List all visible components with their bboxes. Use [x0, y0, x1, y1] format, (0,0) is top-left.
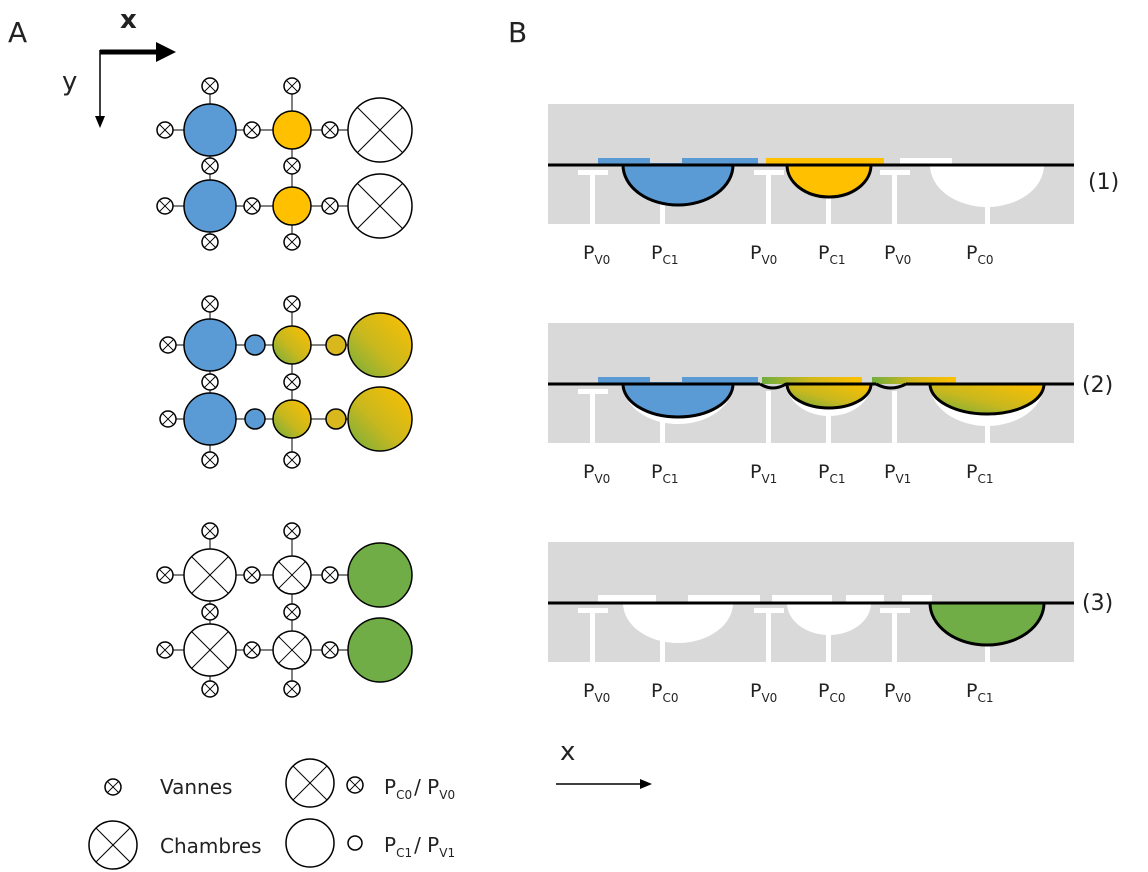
legend-open-label: PC1/ PV1 [384, 833, 455, 860]
valve-icon [243, 566, 261, 584]
pressure-label: PV0 [583, 680, 610, 705]
step-3-label: (3) [1082, 591, 1113, 616]
chamber-2-2-1 [183, 392, 237, 446]
valve-icon [283, 373, 301, 391]
chamber-2-1-3 [347, 312, 413, 378]
axis-x-label: x [120, 5, 137, 35]
valve-icon [321, 566, 339, 584]
valve-icon [156, 566, 174, 584]
legend-closed-valve-icon [346, 776, 364, 794]
axes-arrows [95, 42, 176, 128]
legend-valve-icon [104, 778, 122, 796]
pressure-label: PC1 [651, 461, 678, 486]
pressure-label: PC1 [966, 461, 993, 486]
panel-b-axis-arrow [556, 779, 652, 789]
pressure-label: PC1 [818, 242, 845, 267]
axis-y-label: y [62, 67, 77, 97]
valve-icon [201, 373, 219, 391]
pressure-label: PV0 [583, 242, 610, 267]
cross-section-step-2: (2) [548, 323, 1113, 443]
step-1-label: (1) [1088, 170, 1119, 195]
open-valve-icon [244, 334, 266, 356]
chamber-1-2-2 [272, 186, 312, 226]
valve-icon [156, 121, 174, 139]
pressure-labels: PV0 PC1 PV0 PC1 PV0 PC0 PV0 PC1 PV1 PC1 PV1 PC1 PV0 P… [583, 242, 993, 705]
open-valve-icon [325, 408, 347, 430]
valve-icon [321, 121, 339, 139]
pressure-label: PV1 [750, 461, 777, 486]
valve-icon [201, 295, 219, 313]
valve-icon [159, 410, 177, 428]
pressure-label: PV0 [884, 680, 911, 705]
legend-closed-chamber-icon [285, 758, 335, 808]
valve-icon [201, 233, 219, 251]
legend-open-chamber-icon [285, 818, 335, 868]
pressure-label: PC0 [966, 242, 993, 267]
chamber-2-1-1 [183, 318, 237, 372]
legend-closed-label: PC0/ PV0 [384, 775, 455, 802]
chamber-3-1-3 [347, 542, 413, 608]
valve-icon [283, 603, 301, 621]
valve-icon [201, 680, 219, 698]
valve-icon [243, 197, 261, 215]
valve-icon [201, 603, 219, 621]
valve-icon [243, 121, 261, 139]
valve-icon [156, 641, 174, 659]
chamber-1-1-2 [272, 110, 312, 150]
valve-icon [201, 77, 219, 95]
chamber-3-2-1 [183, 623, 237, 677]
legend-open-valve-icon [347, 835, 363, 851]
valve-icon [283, 522, 301, 540]
pressure-label: PC0 [818, 680, 845, 705]
chamber-1-1-1 [183, 103, 237, 157]
valve-icon [283, 451, 301, 469]
chamber-3-2-2 [272, 630, 312, 670]
valve-icon [243, 641, 261, 659]
chamber-2-2-3 [347, 386, 413, 452]
valve-icon [283, 680, 301, 698]
valve-icon [159, 336, 177, 354]
panel-a-label: A [8, 16, 27, 49]
legend-valves-label: Vannes [160, 775, 232, 799]
chamber-1-2-3 [347, 173, 413, 239]
valve-icon [321, 197, 339, 215]
pressure-label: PC1 [966, 680, 993, 705]
valve-icon [283, 157, 301, 175]
valve-icon [321, 641, 339, 659]
pressure-label: PV0 [884, 242, 911, 267]
legend-chambers-label: Chambres [160, 834, 262, 858]
pressure-label: PC0 [651, 680, 678, 705]
cross-section-step-3: (3) [548, 542, 1113, 662]
pressure-label: PV1 [884, 461, 911, 486]
open-valve-icon [325, 334, 347, 356]
valve-icon [283, 233, 301, 251]
valve-icon [283, 77, 301, 95]
chamber-3-2-3 [347, 617, 413, 683]
chamber-3-1-1 [183, 548, 237, 602]
valve-icon [201, 522, 219, 540]
chamber-2-1-2 [272, 325, 312, 365]
valve-icon [201, 451, 219, 469]
valve-icon [201, 157, 219, 175]
valve-icon [283, 295, 301, 313]
chamber-3-1-2 [272, 555, 312, 595]
pressure-label: PC1 [818, 461, 845, 486]
valve-icon [156, 197, 174, 215]
step-2-label: (2) [1082, 373, 1113, 398]
panel-b-axis-label: x [560, 737, 575, 767]
pressure-label: PC1 [651, 242, 678, 267]
chamber-grids [156, 77, 413, 698]
pressure-label: PV0 [583, 461, 610, 486]
cross-section-step-1: (1) [548, 104, 1119, 224]
legend: Vannes Chambres PC0/ PV0 PC1/ PV1 [88, 758, 455, 870]
pressure-label: PV0 [750, 680, 777, 705]
panel-b-label: B [508, 16, 527, 49]
pressure-label: PV0 [750, 242, 777, 267]
legend-chamber-icon [88, 820, 138, 870]
chamber-2-2-2 [272, 399, 312, 439]
open-valve-icon [244, 408, 266, 430]
chamber-1-2-1 [183, 179, 237, 233]
chamber-1-1-3 [347, 97, 413, 163]
